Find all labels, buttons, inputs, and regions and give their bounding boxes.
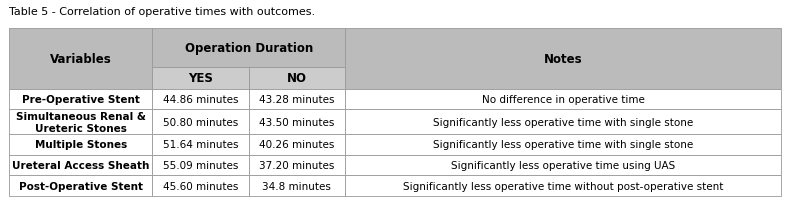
Bar [249, 155, 345, 176]
Bar [152, 89, 249, 110]
Bar [345, 110, 781, 135]
Bar [345, 89, 781, 110]
Bar [152, 155, 249, 176]
Text: No difference in operative time: No difference in operative time [481, 95, 645, 105]
Text: Multiple Stones: Multiple Stones [35, 140, 127, 150]
Text: 43.50 minutes: 43.50 minutes [260, 117, 335, 127]
Bar [249, 176, 345, 196]
Text: 34.8 minutes: 34.8 minutes [263, 181, 331, 191]
Bar [249, 135, 345, 155]
Bar [152, 135, 249, 155]
Text: Variables: Variables [50, 53, 112, 66]
Bar [249, 110, 345, 135]
Text: Table 5 - Correlation of operative times with outcomes.: Table 5 - Correlation of operative times… [9, 7, 316, 17]
Bar [249, 67, 345, 89]
Bar [249, 89, 345, 110]
Text: Significantly less operative time with single stone: Significantly less operative time with s… [433, 140, 694, 150]
Bar [345, 135, 781, 155]
Bar [9, 135, 152, 155]
Bar [9, 110, 152, 135]
Text: 37.20 minutes: 37.20 minutes [260, 160, 335, 170]
Text: Post-Operative Stent: Post-Operative Stent [19, 181, 143, 191]
Bar [9, 176, 152, 196]
Text: Significantly less operative time using UAS: Significantly less operative time using … [451, 160, 675, 170]
Bar [9, 29, 152, 89]
Bar [152, 67, 249, 89]
Text: 50.80 minutes: 50.80 minutes [163, 117, 238, 127]
Text: Notes: Notes [544, 53, 582, 66]
Text: 44.86 minutes: 44.86 minutes [163, 95, 238, 105]
Text: Pre-Operative Stent: Pre-Operative Stent [22, 95, 140, 105]
Bar [345, 155, 781, 176]
Text: Significantly less operative time with single stone: Significantly less operative time with s… [433, 117, 694, 127]
Text: YES: YES [188, 72, 213, 85]
Text: Simultaneous Renal &
Ureteric Stones: Simultaneous Renal & Ureteric Stones [16, 112, 146, 133]
Bar [9, 155, 152, 176]
Bar [345, 29, 781, 89]
Bar [152, 110, 249, 135]
Text: Significantly less operative time without post-operative stent: Significantly less operative time withou… [403, 181, 724, 191]
Bar [9, 89, 152, 110]
Bar [345, 176, 781, 196]
Text: Ureteral Access Sheath: Ureteral Access Sheath [12, 160, 150, 170]
Text: NO: NO [287, 72, 307, 85]
Text: 45.60 minutes: 45.60 minutes [163, 181, 238, 191]
Text: 40.26 minutes: 40.26 minutes [260, 140, 335, 150]
Text: 55.09 minutes: 55.09 minutes [163, 160, 238, 170]
Text: 43.28 minutes: 43.28 minutes [259, 95, 335, 105]
Bar [152, 29, 345, 67]
Text: 51.64 minutes: 51.64 minutes [163, 140, 238, 150]
Text: Operation Duration: Operation Duration [185, 42, 312, 55]
Bar [152, 176, 249, 196]
